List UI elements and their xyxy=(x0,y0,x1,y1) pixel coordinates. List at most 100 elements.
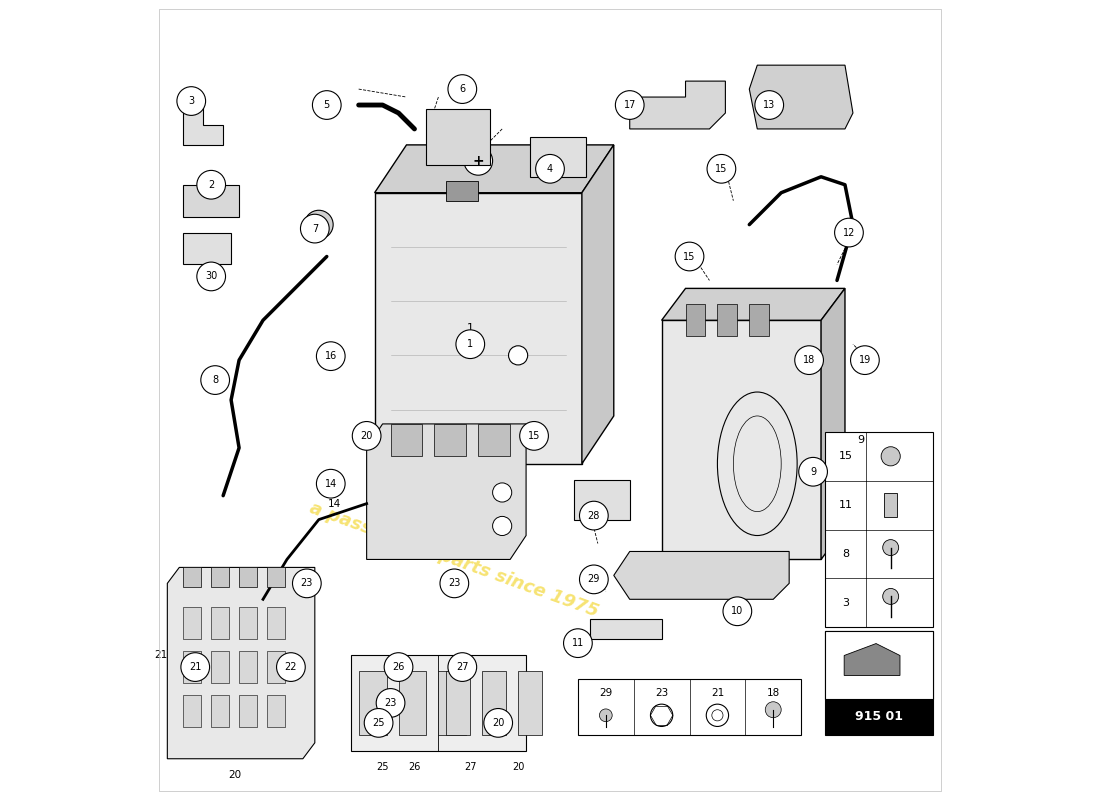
FancyBboxPatch shape xyxy=(530,137,586,177)
Circle shape xyxy=(707,154,736,183)
Text: 20: 20 xyxy=(512,762,525,772)
Circle shape xyxy=(723,597,751,626)
Bar xyxy=(184,607,201,639)
Circle shape xyxy=(317,470,345,498)
Circle shape xyxy=(493,516,512,535)
Bar xyxy=(239,567,256,587)
Circle shape xyxy=(448,74,476,103)
Text: 20: 20 xyxy=(229,770,242,780)
Text: 21: 21 xyxy=(154,650,167,660)
Circle shape xyxy=(508,346,528,365)
Bar xyxy=(685,304,705,336)
Bar xyxy=(359,671,386,735)
Bar xyxy=(390,424,422,456)
Bar xyxy=(184,651,201,683)
Circle shape xyxy=(850,346,879,374)
Text: 21: 21 xyxy=(189,662,201,672)
Circle shape xyxy=(364,709,393,738)
Circle shape xyxy=(882,540,899,555)
Circle shape xyxy=(766,702,781,718)
Text: 25: 25 xyxy=(372,718,385,728)
Bar xyxy=(267,695,285,727)
Text: 27: 27 xyxy=(456,662,469,672)
Bar xyxy=(578,679,801,735)
Text: 20: 20 xyxy=(361,431,373,441)
Circle shape xyxy=(317,342,345,370)
Polygon shape xyxy=(821,288,845,559)
Polygon shape xyxy=(184,233,231,265)
Bar xyxy=(439,671,466,735)
Bar xyxy=(211,567,229,587)
Text: 15: 15 xyxy=(838,451,853,462)
Text: 22: 22 xyxy=(285,662,297,672)
FancyBboxPatch shape xyxy=(427,109,491,165)
Bar xyxy=(239,607,256,639)
Bar xyxy=(267,607,285,639)
Polygon shape xyxy=(844,643,900,675)
Bar xyxy=(239,695,256,727)
Circle shape xyxy=(300,214,329,243)
Text: 28: 28 xyxy=(587,510,600,521)
Text: 16: 16 xyxy=(324,351,337,361)
Bar xyxy=(717,304,737,336)
Polygon shape xyxy=(661,288,845,320)
Bar xyxy=(447,181,478,201)
Text: 14: 14 xyxy=(324,478,337,489)
Text: 23: 23 xyxy=(384,698,397,708)
Text: 1: 1 xyxy=(468,339,473,349)
Circle shape xyxy=(519,422,549,450)
Circle shape xyxy=(580,565,608,594)
Circle shape xyxy=(493,483,512,502)
Circle shape xyxy=(536,154,564,183)
Circle shape xyxy=(538,153,562,177)
Circle shape xyxy=(881,446,900,466)
Bar xyxy=(211,607,229,639)
Text: 26: 26 xyxy=(393,662,405,672)
Circle shape xyxy=(464,146,493,175)
Text: 15: 15 xyxy=(683,251,695,262)
Text: 15: 15 xyxy=(528,431,540,441)
Text: 14: 14 xyxy=(328,498,341,509)
Circle shape xyxy=(201,366,230,394)
Circle shape xyxy=(197,262,226,290)
Circle shape xyxy=(675,242,704,271)
Bar xyxy=(884,493,898,517)
Circle shape xyxy=(312,90,341,119)
Bar xyxy=(351,655,526,750)
Circle shape xyxy=(484,709,513,738)
Text: 11: 11 xyxy=(838,500,853,510)
Text: 21: 21 xyxy=(711,688,724,698)
Bar xyxy=(825,432,933,627)
Circle shape xyxy=(615,90,645,119)
Text: 9: 9 xyxy=(857,435,865,445)
Bar xyxy=(267,567,285,587)
Bar xyxy=(184,695,201,727)
Text: 3: 3 xyxy=(188,96,195,106)
Polygon shape xyxy=(614,551,789,599)
Bar xyxy=(434,424,466,456)
Circle shape xyxy=(352,422,381,450)
Circle shape xyxy=(376,689,405,718)
Circle shape xyxy=(197,170,226,199)
Circle shape xyxy=(563,629,592,658)
Text: 8: 8 xyxy=(212,375,218,385)
Circle shape xyxy=(448,653,476,682)
Text: 6: 6 xyxy=(459,84,465,94)
Circle shape xyxy=(799,458,827,486)
Text: 20: 20 xyxy=(492,718,505,728)
Circle shape xyxy=(276,653,306,682)
Text: 26: 26 xyxy=(408,762,420,772)
Bar xyxy=(184,567,201,587)
Polygon shape xyxy=(184,185,239,217)
Circle shape xyxy=(600,709,613,722)
Text: 9: 9 xyxy=(810,466,816,477)
Polygon shape xyxy=(167,567,315,758)
Bar xyxy=(211,651,229,683)
Circle shape xyxy=(305,210,333,239)
Text: 2: 2 xyxy=(208,180,214,190)
Circle shape xyxy=(882,589,899,604)
Text: 13: 13 xyxy=(763,100,776,110)
Circle shape xyxy=(755,90,783,119)
Bar xyxy=(825,631,933,735)
Polygon shape xyxy=(574,480,629,519)
